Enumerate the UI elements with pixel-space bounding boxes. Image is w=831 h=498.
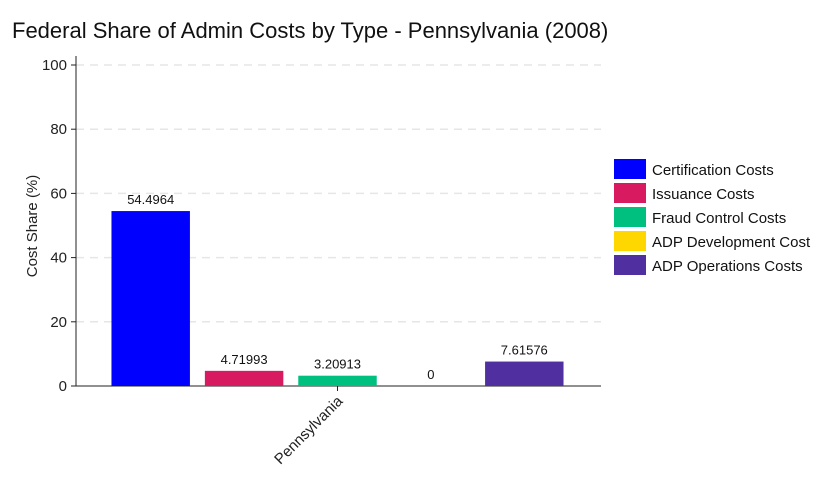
bar-issuance-costs (204, 370, 284, 386)
data-label: 54.4964 (127, 192, 174, 207)
y-tick-label: 20 (50, 314, 67, 331)
bar-fraud-control-costs (298, 375, 377, 386)
bar-certification-costs (111, 211, 190, 386)
legend-swatch (614, 159, 646, 179)
x-tick-label: Pennsylvania (271, 392, 347, 468)
legend-label: ADP Development Cost (652, 234, 811, 251)
legend-swatch (614, 183, 646, 203)
legend-label: ADP Operations Costs (652, 258, 803, 275)
legend-label: Fraud Control Costs (652, 210, 786, 227)
y-tick-label: 80 (50, 121, 67, 138)
bars: 54.4964 4.71993 3.20913 0 7.61576 (111, 192, 564, 386)
y-tick-label: 60 (50, 185, 67, 202)
chart-title: Federal Share of Admin Costs by Type - P… (12, 18, 609, 43)
bar-adp-operations-costs (485, 361, 564, 386)
y-axis-label: Cost Share (%) (24, 175, 41, 278)
y-tick-label: 0 (59, 378, 67, 395)
data-label: 3.20913 (314, 357, 361, 372)
legend-label: Issuance Costs (652, 186, 755, 203)
data-label: 7.61576 (501, 343, 548, 358)
legend-swatch (614, 255, 646, 275)
y-tick-label: 40 (50, 250, 67, 267)
legend-label: Certification Costs (652, 162, 774, 179)
axes: 0 20 40 60 80 100 Cost Share (%) Pennsylvania (24, 56, 601, 468)
legend: Certification Costs Issuance Costs Fraud C… (614, 159, 811, 275)
legend-swatch (614, 207, 646, 227)
y-tick-label: 100 (42, 57, 67, 74)
data-label: 4.71993 (221, 352, 268, 367)
data-label: 0 (427, 367, 434, 382)
legend-swatch (614, 231, 646, 251)
